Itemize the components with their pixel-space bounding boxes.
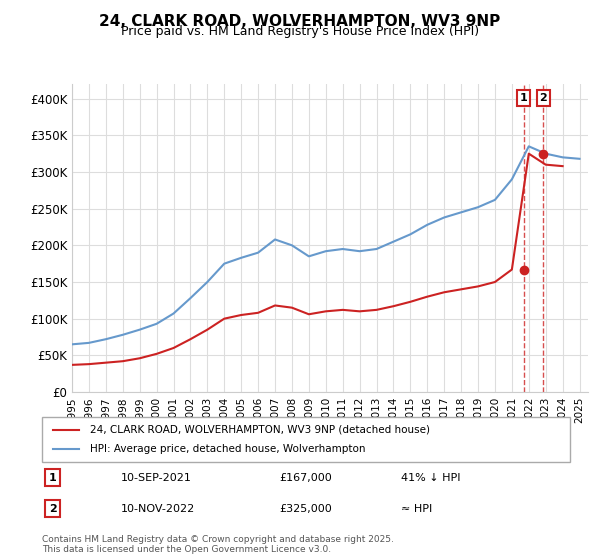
Text: HPI: Average price, detached house, Wolverhampton: HPI: Average price, detached house, Wolv…: [89, 445, 365, 455]
Text: £167,000: £167,000: [280, 473, 332, 483]
Text: 41% ↓ HPI: 41% ↓ HPI: [401, 473, 461, 483]
Text: 10-NOV-2022: 10-NOV-2022: [121, 503, 196, 514]
Text: 2: 2: [49, 503, 56, 514]
Text: 24, CLARK ROAD, WOLVERHAMPTON, WV3 9NP (detached house): 24, CLARK ROAD, WOLVERHAMPTON, WV3 9NP (…: [89, 424, 430, 435]
Text: Price paid vs. HM Land Registry's House Price Index (HPI): Price paid vs. HM Land Registry's House …: [121, 25, 479, 38]
Text: Contains HM Land Registry data © Crown copyright and database right 2025.
This d: Contains HM Land Registry data © Crown c…: [42, 535, 394, 554]
Text: 24, CLARK ROAD, WOLVERHAMPTON, WV3 9NP: 24, CLARK ROAD, WOLVERHAMPTON, WV3 9NP: [100, 14, 500, 29]
Text: 10-SEP-2021: 10-SEP-2021: [121, 473, 192, 483]
Text: 1: 1: [520, 93, 527, 103]
Text: 2: 2: [539, 93, 547, 103]
Text: ≈ HPI: ≈ HPI: [401, 503, 432, 514]
Text: 1: 1: [49, 473, 56, 483]
FancyBboxPatch shape: [42, 417, 570, 462]
Text: £325,000: £325,000: [280, 503, 332, 514]
